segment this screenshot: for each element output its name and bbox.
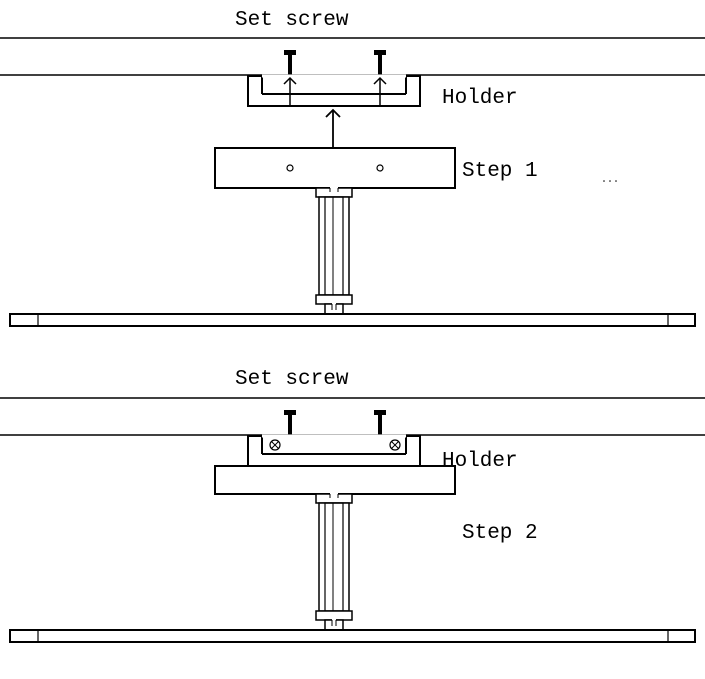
step-2: Set screwHolderStep 2 <box>0 368 705 642</box>
label-step-2: Step 2 <box>462 522 538 545</box>
label-set-screw: Set screw <box>235 9 349 32</box>
label-holder: Holder <box>442 87 518 110</box>
label-step-1: Step 1 <box>462 160 538 183</box>
step-1: Set screw Holder Step 1 <box>0 9 705 326</box>
assembly-diagram: Set screw Holder Step 1 Set screwHolderStep… <box>0 0 705 679</box>
label-set-screw-2: Set screw <box>235 368 349 391</box>
